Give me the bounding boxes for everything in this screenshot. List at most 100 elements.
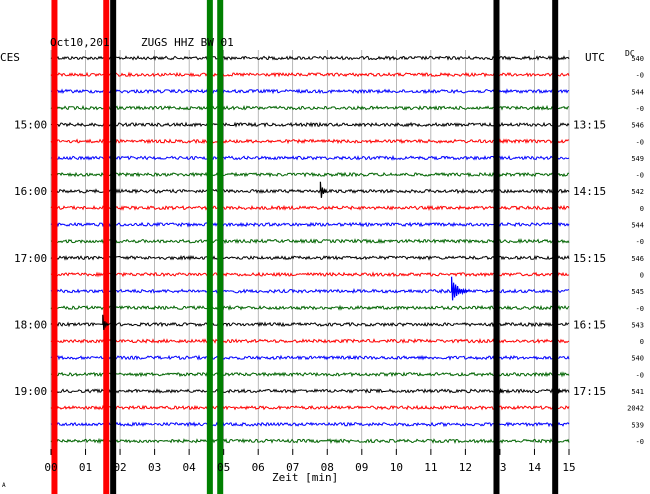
trace-6 — [50, 154, 570, 161]
x-axis-ticks: 00 01 02 03 04 05 06 07 08 09 10 11 12 13 14 15 — [44, 448, 576, 474]
x-tick-label: 13 — [493, 461, 506, 474]
dc-value: 541 — [631, 388, 644, 396]
trace-16 — [50, 321, 570, 328]
header-date: Oct10,2011 — [50, 36, 116, 49]
dc-value: 543 — [631, 321, 644, 329]
interference-column-0 — [51, 0, 58, 494]
x-tick-label: 02 — [113, 461, 126, 474]
interference-column-5 — [493, 0, 500, 494]
header: Oct10,2011 ZUGS HHZ BW 01 CES UTC DC — [0, 36, 635, 64]
dc-value: 0 — [640, 338, 644, 346]
trace-8 — [50, 188, 570, 195]
dc-value: -0 — [636, 371, 644, 379]
dc-value: 549 — [631, 155, 644, 163]
dc-value: 539 — [631, 421, 644, 429]
interference-column-1 — [103, 0, 110, 494]
trace-21 — [50, 404, 570, 411]
header-station: ZUGS HHZ BW 01 — [141, 36, 234, 49]
dc-value: -0 — [636, 238, 644, 246]
trace-3 — [50, 104, 570, 111]
x-tick-label: 15 — [562, 461, 575, 474]
trace-12 — [50, 254, 570, 261]
interference-columns — [51, 0, 559, 494]
right-hour-label: 16:15 — [573, 318, 606, 331]
seismic-events — [102, 181, 562, 397]
trace-9 — [50, 204, 570, 211]
trace-18 — [50, 354, 570, 361]
interference-column-6 — [552, 0, 559, 494]
left-hour-label: 17:00 — [14, 252, 47, 265]
trace-5 — [50, 138, 570, 145]
trace-10 — [50, 221, 570, 228]
x-tick-label: 06 — [252, 461, 265, 474]
trace-15 — [50, 304, 570, 311]
dc-value: 542 — [631, 188, 644, 196]
left-hour-label: 16:00 — [14, 185, 47, 198]
event-4 — [554, 382, 562, 397]
right-hour-label: 14:15 — [573, 185, 606, 198]
dc-value: 544 — [631, 88, 644, 96]
event-1 — [451, 276, 469, 301]
trace-4 — [50, 121, 570, 128]
timezone-right: UTC — [585, 51, 605, 64]
trace-14 — [50, 287, 570, 294]
x-tick-label: 07 — [286, 461, 299, 474]
trace-11 — [50, 238, 570, 245]
trace-7 — [50, 171, 569, 178]
x-tick-label: 12 — [459, 461, 472, 474]
dc-value: 540 — [631, 55, 644, 63]
trace-0 — [50, 55, 570, 61]
left-hour-labels: 15:00 16:00 17:00 18:00 19:00 — [14, 119, 47, 398]
trace-20 — [50, 388, 570, 394]
left-hour-label: 18:00 — [14, 318, 47, 331]
seismic-traces — [50, 55, 570, 445]
trace-1 — [50, 71, 570, 78]
x-tick-label: 03 — [148, 461, 161, 474]
dc-value: -0 — [636, 172, 644, 180]
interference-column-3 — [206, 0, 213, 494]
corner-mark: A — [2, 482, 6, 489]
dc-value: 0 — [640, 271, 644, 279]
x-tick-label: 04 — [183, 461, 197, 474]
dc-value: 540 — [631, 355, 644, 363]
minute-grid — [50, 50, 570, 449]
dc-value: -0 — [636, 305, 644, 313]
dc-value: -0 — [636, 138, 644, 146]
x-tick-label: 01 — [79, 461, 92, 474]
x-axis-label: Zeit [min] — [272, 471, 338, 484]
dc-value: -0 — [636, 105, 644, 113]
trace-23 — [50, 437, 570, 445]
left-hour-label: 19:00 — [14, 385, 47, 398]
trace-2 — [50, 88, 570, 95]
dc-label: DC — [625, 49, 635, 58]
interference-column-2 — [110, 0, 117, 494]
x-tick-label: 10 — [390, 461, 403, 474]
dc-value: 545 — [631, 288, 644, 296]
event-2 — [102, 314, 110, 330]
dc-value: -0 — [636, 438, 644, 446]
dc-value: 0 — [640, 205, 644, 213]
dc-value: 2042 — [627, 405, 644, 413]
timezone-left: CES — [0, 51, 20, 64]
dc-value: 544 — [631, 222, 644, 230]
trace-17 — [50, 337, 570, 344]
interference-column-4 — [217, 0, 224, 494]
x-tick-label: 14 — [528, 461, 542, 474]
dc-value: -0 — [636, 72, 644, 80]
x-tick-label: 05 — [217, 461, 230, 474]
right-hour-label: 15:15 — [573, 252, 606, 265]
trace-19 — [50, 371, 570, 378]
left-hour-label: 15:00 — [14, 119, 47, 132]
x-tick-label: 09 — [355, 461, 368, 474]
x-tick-label: 08 — [321, 461, 334, 474]
event-0 — [319, 181, 327, 198]
event-3 — [495, 383, 503, 396]
trace-13 — [50, 271, 570, 278]
dc-value: 546 — [631, 122, 644, 130]
trace-22 — [50, 421, 570, 428]
right-hour-label: 17:15 — [573, 385, 606, 398]
dc-offset-values: 540 -0 544 -0 546 -0 549 -0 542 0 544 -0 546 0 545 -0 54… — [627, 55, 644, 446]
x-tick-label: 11 — [424, 461, 437, 474]
x-tick-label: 00 — [44, 461, 57, 474]
